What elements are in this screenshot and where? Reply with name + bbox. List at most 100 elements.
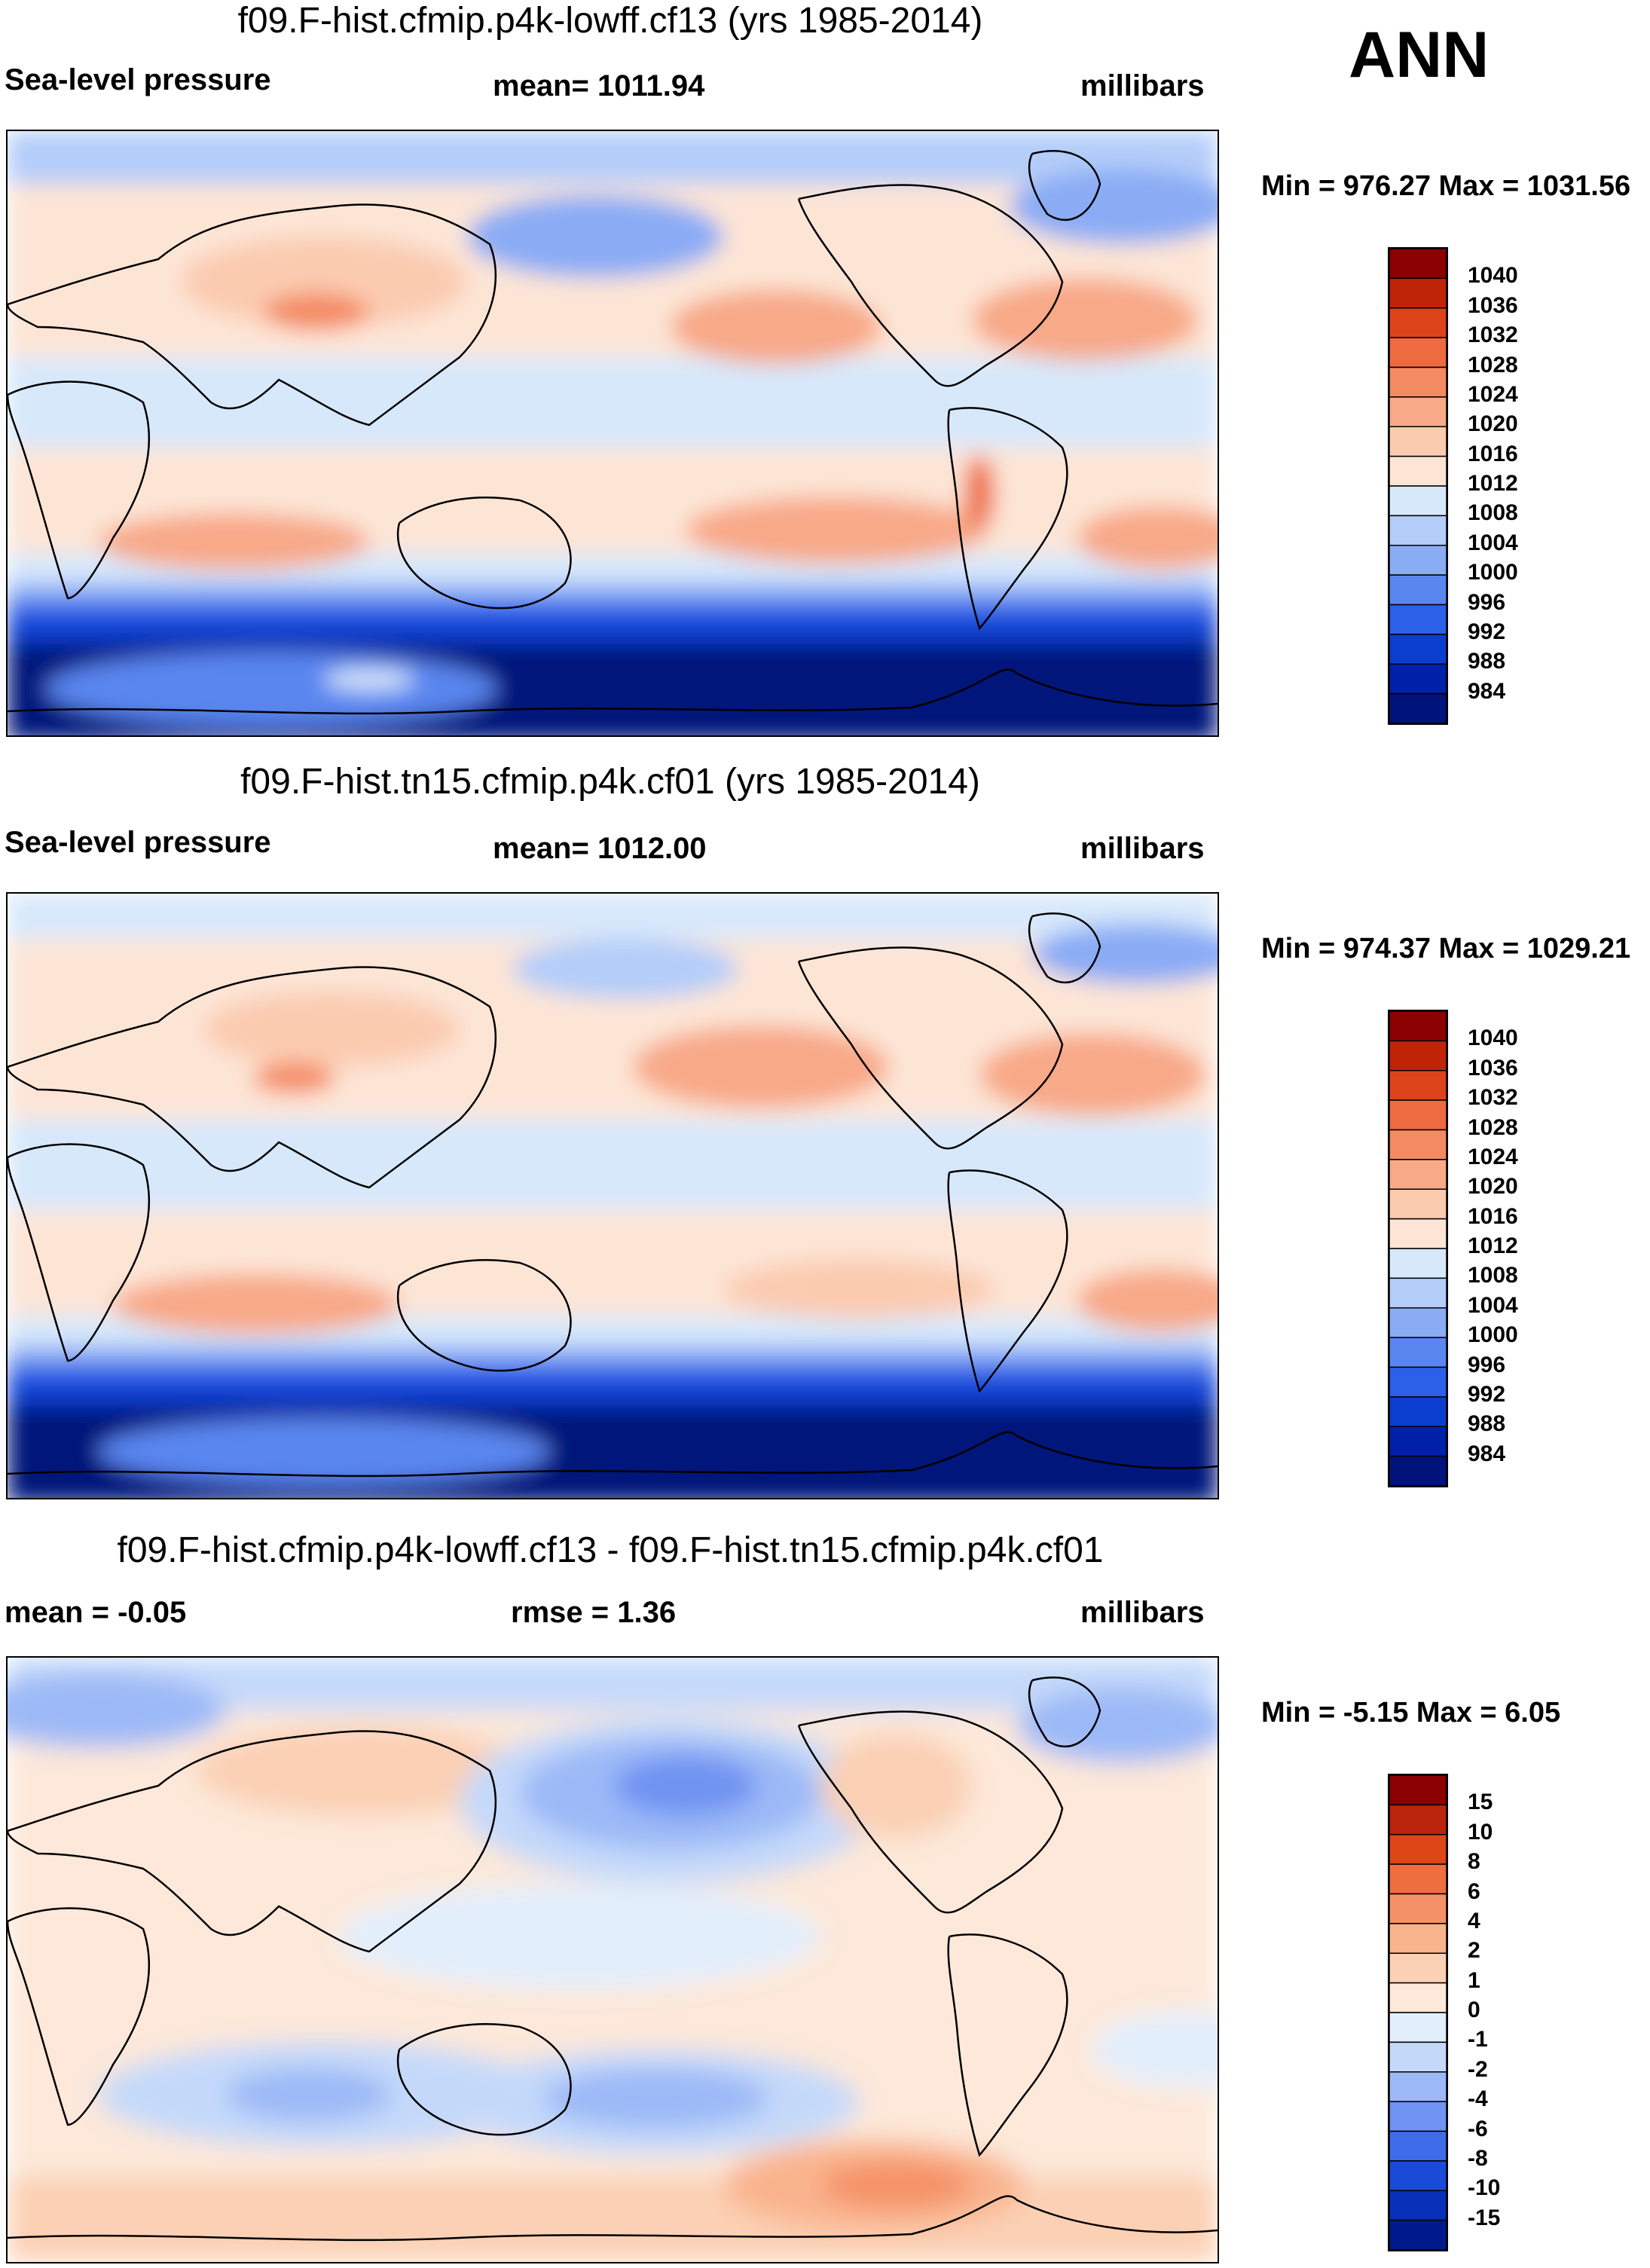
- band-subtropical: [8, 131, 1218, 184]
- south-atlantic-high: [1077, 1269, 1218, 1332]
- panel3-level-12: -8: [1468, 2145, 1488, 2171]
- panel3-level-4: 4: [1468, 1908, 1480, 1933]
- panel3-colorbar-box-1: [1389, 1804, 1447, 1835]
- panel2-colorbar-box-13: [1389, 1396, 1447, 1427]
- panel3-level-8: -1: [1468, 2027, 1488, 2053]
- southern-positive-band: [8, 2178, 1218, 2262]
- icelandic-low: [1032, 924, 1218, 984]
- panel2-level-3: 1028: [1468, 1114, 1518, 1140]
- icelandic-low: [1010, 169, 1218, 244]
- panel1-level-12: 992: [1468, 619, 1506, 644]
- panel2-level-7: 1012: [1468, 1233, 1518, 1258]
- north-pacific-high: [671, 289, 882, 365]
- panel1-level-7: 1012: [1468, 471, 1518, 496]
- south-atlantic-high: [1077, 506, 1218, 570]
- panel3-map: [6, 1656, 1219, 2263]
- panel1-level-9: 1004: [1468, 530, 1518, 555]
- siberian-high: [203, 992, 460, 1067]
- panel1-colorbar-box-4: [1389, 366, 1447, 398]
- coast-eurasia: [8, 966, 497, 1189]
- panel2-level-9: 1004: [1468, 1292, 1518, 1318]
- panel1-map: [6, 130, 1219, 737]
- north-atlantic-high: [979, 1033, 1205, 1116]
- panel3-minmax: Min = -5.15 Max = 6.05: [1261, 1697, 1561, 1729]
- panel3-level-1: 10: [1468, 1819, 1493, 1845]
- panel2-level-6: 1016: [1468, 1203, 1518, 1229]
- panel2-level-13: 988: [1468, 1411, 1506, 1437]
- coast-north-america: [797, 184, 1064, 387]
- panel2-colorbar-box-7: [1389, 1218, 1447, 1249]
- aleutian-low: [512, 939, 738, 999]
- panel1-colorbar-box-5: [1389, 396, 1447, 427]
- coast-south-america: [947, 1169, 1068, 1393]
- panel3-colorbar-box-12: [1389, 2130, 1447, 2162]
- coast-australia: [396, 2023, 572, 2136]
- panel1-level-5: 1020: [1468, 411, 1518, 437]
- panel1-colorbar-box-11: [1389, 574, 1447, 606]
- panel2-colorbar-box-14: [1389, 1426, 1447, 1457]
- panel1-colorbar-box-12: [1389, 604, 1447, 635]
- season-label: ANN: [1349, 19, 1490, 91]
- panel2-title: f09.F-hist.tn15.cfmip.p4k.cf01 (yrs 1985…: [240, 762, 980, 802]
- north-pacific-positive-west: [196, 1725, 527, 1816]
- panel3-title: f09.F-hist.cfmip.p4k-lowff.cf13 - f09.F-…: [117, 1530, 1104, 1570]
- panel2-minmax: Min = 974.37 Max = 1029.21: [1261, 933, 1631, 964]
- coast-australia: [396, 497, 572, 610]
- panel1-level-2: 1032: [1468, 322, 1518, 348]
- panel1-colorbar-box-1: [1389, 277, 1447, 309]
- panel2-mean: mean= 1012.00: [493, 832, 707, 865]
- coastlines: [8, 912, 1218, 1478]
- panel1-variable: Sea-level pressure: [5, 63, 271, 96]
- tibet-high: [252, 1063, 335, 1093]
- panel2-level-1: 1036: [1468, 1055, 1518, 1081]
- panel1-units: millibars: [1080, 69, 1205, 102]
- coast-africa: [8, 1143, 151, 1362]
- panel3-level-10: -4: [1468, 2086, 1488, 2112]
- panel1-level-3: 1028: [1468, 352, 1518, 377]
- panel1-title: f09.F-hist.cfmip.p4k-lowff.cf13 (yrs 198…: [237, 1, 983, 41]
- panel3-colorbar-box-7: [1389, 1982, 1447, 2013]
- indian-ocean-negative-core: [226, 2068, 392, 2121]
- panel3-level-3: 6: [1468, 1878, 1480, 1904]
- coast-antarctica: [8, 2195, 1218, 2242]
- panel1-mean: mean= 1011.94: [493, 69, 705, 102]
- north-pacific-high: [633, 1025, 889, 1108]
- arctic-negative-west: [8, 1673, 226, 1748]
- coast-antarctica: [8, 668, 1218, 715]
- south-indian-high: [98, 513, 369, 570]
- panel3-colorbar-box-2: [1389, 1834, 1447, 1865]
- panel2-colorbar-box-10: [1389, 1307, 1447, 1338]
- panel3-level-13: -10: [1468, 2175, 1501, 2201]
- panel1-colorbar-box-7: [1389, 455, 1447, 487]
- panel2-level-8: 1008: [1468, 1263, 1518, 1288]
- panel3-level-14: -15: [1468, 2205, 1501, 2230]
- panel3-level-5: 2: [1468, 1938, 1480, 1964]
- panel2-level-2: 1032: [1468, 1085, 1518, 1111]
- south-pacific-high: [686, 497, 987, 564]
- panel3-level-7: 0: [1468, 1997, 1480, 2022]
- panel2-map: [6, 892, 1219, 1499]
- panel2-colorbar-box-11: [1389, 1337, 1447, 1368]
- tibet-high: [264, 293, 369, 331]
- panel2-colorbar-box-5: [1389, 1159, 1447, 1190]
- panel3-level-6: 1: [1468, 1967, 1480, 1993]
- panel3-rmse: rmse = 1.36: [511, 1596, 677, 1629]
- panel2-map-svg: [8, 894, 1218, 1498]
- panel1-colorbar-box-10: [1389, 545, 1447, 576]
- panel3-colorbar-box-11: [1389, 2101, 1447, 2132]
- panel3-colorbar-box-6: [1389, 1952, 1447, 1984]
- panel3-units: millibars: [1080, 1596, 1205, 1629]
- panel2-colorbar-box-4: [1389, 1129, 1447, 1160]
- panel3-colorbar-box-13: [1389, 2160, 1447, 2191]
- coastlines: [8, 1677, 1218, 2242]
- panel2-level-0: 1040: [1468, 1025, 1518, 1051]
- coastlines: [8, 150, 1218, 715]
- siberian-high: [181, 237, 467, 327]
- panel2-level-14: 984: [1468, 1441, 1506, 1466]
- panel3-colorbar-box-3: [1389, 1863, 1447, 1895]
- panel2-colorbar: [1388, 1010, 1448, 1487]
- panel2-colorbar-box-9: [1389, 1277, 1447, 1309]
- coast-greenland: [1028, 912, 1102, 984]
- panel1-level-0: 1040: [1468, 263, 1518, 289]
- amundsen-positive-core: [821, 2163, 972, 2208]
